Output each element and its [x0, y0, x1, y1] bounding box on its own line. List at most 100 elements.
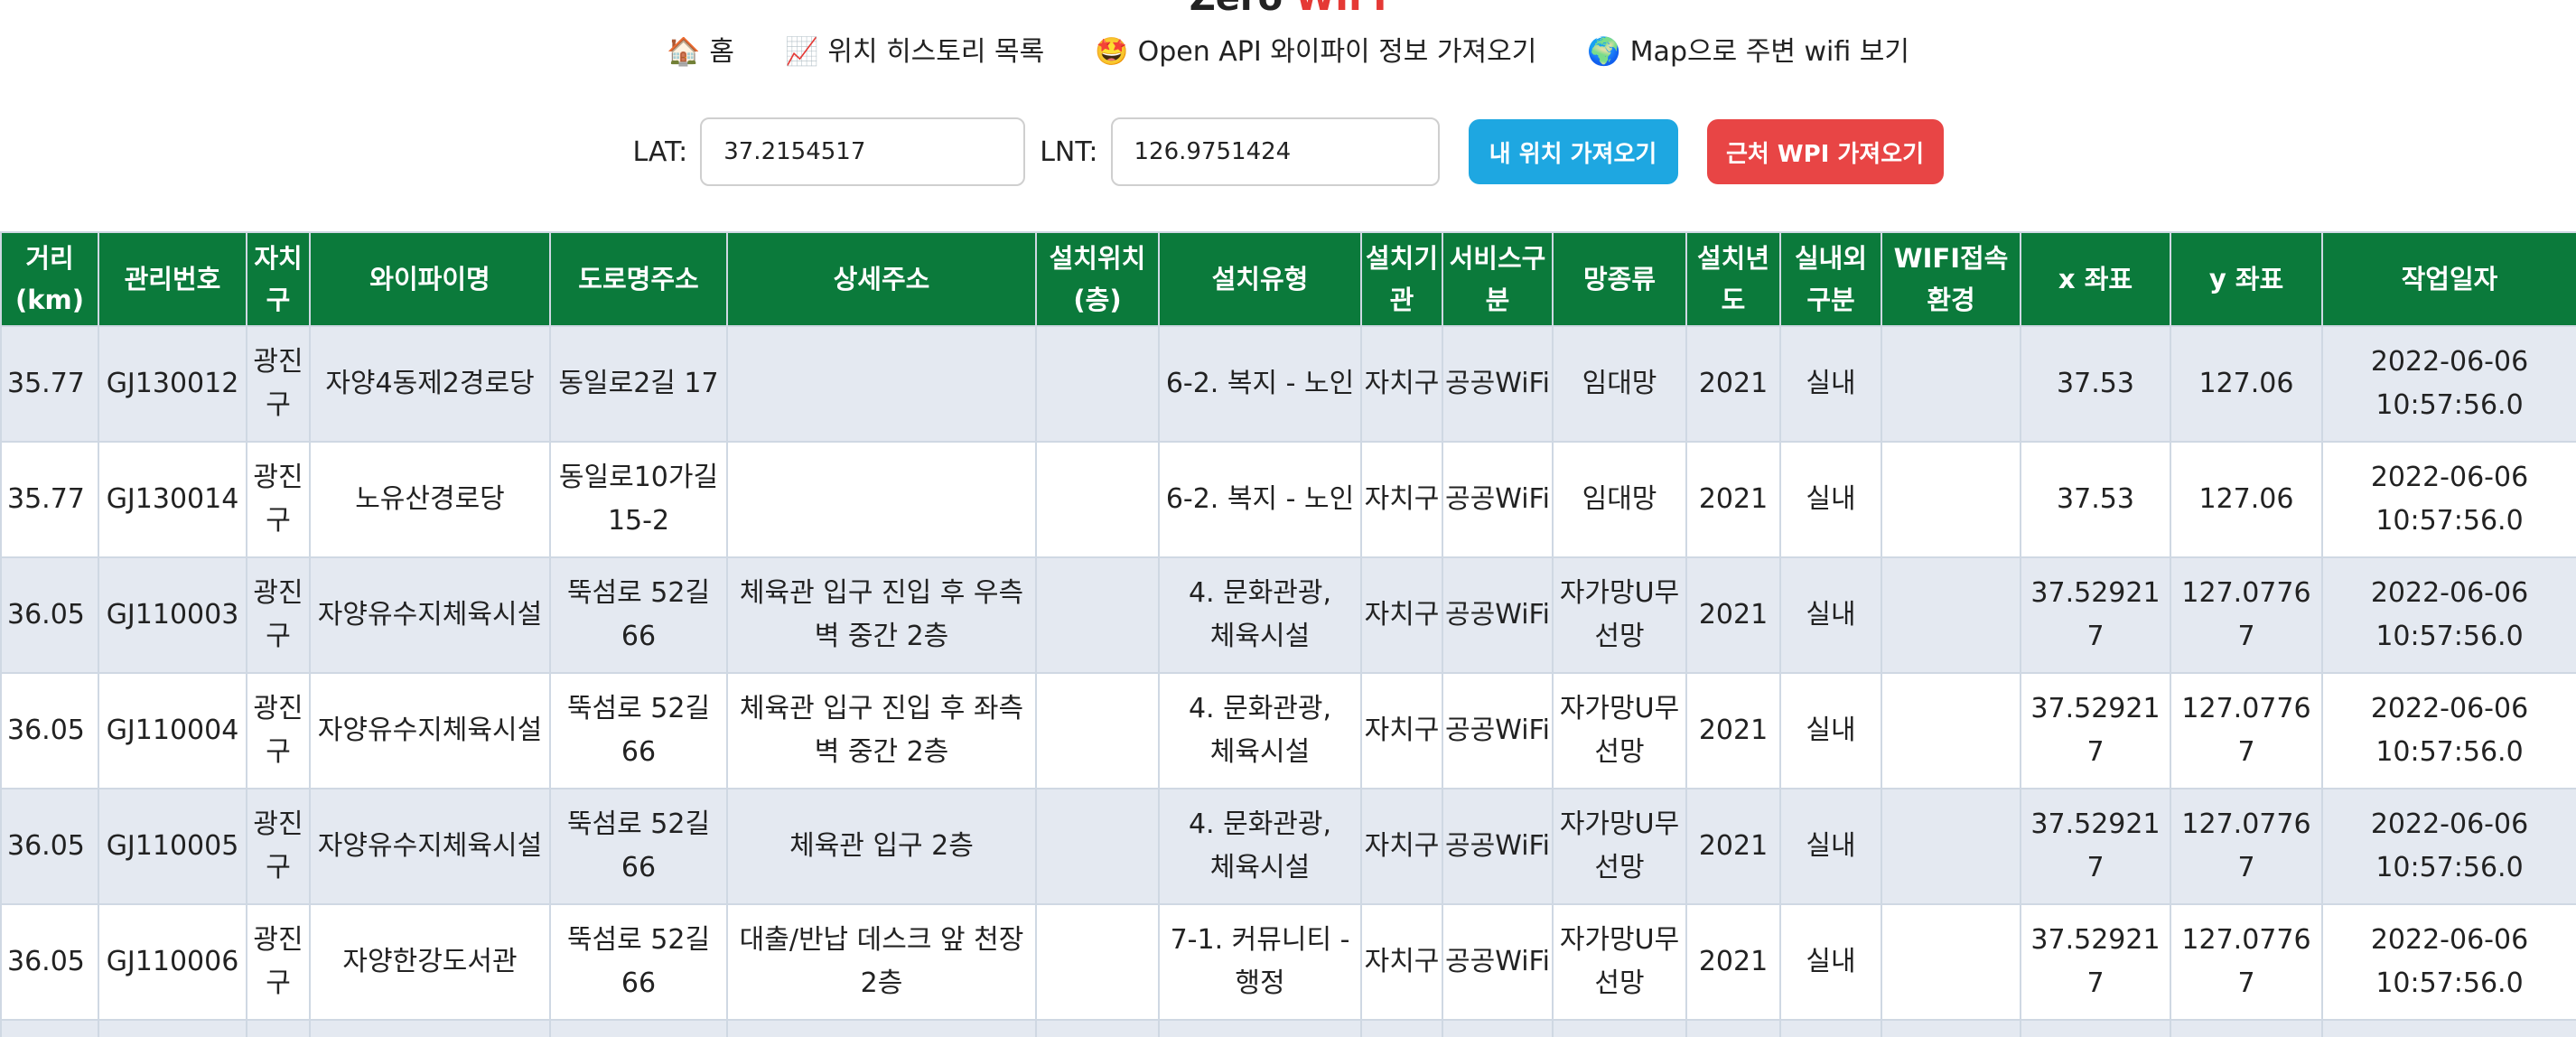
cell-manage-no: GJ110004: [98, 672, 247, 789]
cell-service-type: 공공WiFi: [1442, 441, 1554, 558]
cell-access-env: [1881, 441, 2021, 558]
cell-indoor-outdoor: 실내: [1779, 556, 1882, 674]
nav-map-link[interactable]: 🌍 Map으로 주변 wifi 보기: [1587, 33, 1909, 72]
col-install-type[interactable]: 설치유형: [1158, 231, 1362, 327]
cell-install-agency: 자치구: [1360, 672, 1443, 789]
cell-install-agency: 자치구: [1360, 788, 1443, 905]
cell-y-coord: 127.07767: [2170, 903, 2323, 1021]
col-install-floor[interactable]: 설치위치(층): [1035, 231, 1160, 327]
col-network-type[interactable]: 망종류: [1552, 231, 1687, 327]
cell-service-type: 공공WiFi: [1442, 556, 1554, 674]
cell-district: 광진구: [246, 903, 311, 1021]
col-detail-address[interactable]: 상세주소: [726, 231, 1037, 327]
cell-install-year: 2021: [1685, 325, 1781, 443]
cell-network-type: 임대망: [1552, 441, 1687, 558]
cell-indoor-outdoor: 실내: [1779, 325, 1882, 443]
cell-y-coord: 127.07767: [2170, 672, 2323, 789]
cell-x-coord: 37.53: [2020, 441, 2171, 558]
col-wifi-name[interactable]: 와이파이명: [309, 231, 551, 327]
cell-network-type: 임대망: [1552, 325, 1687, 443]
nav-open-api-link[interactable]: 🤩 Open API 와이파이 정보 가져오기: [1095, 33, 1536, 72]
cell-road-address: 뚝섬로 52길 66: [549, 788, 728, 905]
cell-install-year: 2021: [1685, 672, 1781, 789]
cell-wifi-name: 자양4동제2경로당: [309, 325, 551, 443]
get-my-location-button[interactable]: 내 위치 가져오기: [1468, 119, 1678, 184]
nav-home-link[interactable]: 🏠 홈: [667, 33, 734, 72]
cell-work-date: 2022-06-06 10:57:56.0: [2321, 672, 2576, 789]
col-install-agency[interactable]: 설치기관: [1360, 231, 1443, 327]
nav-history-link[interactable]: 📈 위치 히스토리 목록: [785, 33, 1044, 72]
col-y-coord[interactable]: y 좌표: [2170, 231, 2323, 327]
cell-work-date: 2022-06-06 10:57:56.0: [2321, 788, 2576, 905]
get-nearby-wifi-button[interactable]: 근처 WPI 가져오기: [1706, 119, 1944, 184]
cell-install-year: 2021: [1685, 556, 1781, 674]
cell-access-env: [1881, 325, 2021, 443]
nav-home-label: 홈: [709, 36, 734, 68]
table-row[interactable]: 36.05 GJ110003 광진구 자양유수지체육시설 뚝섬로 52길 66 …: [0, 556, 2576, 674]
table-row[interactable]: 35.77 GJ130014 광진구 노유산경로당 동일로10가길 15-2 6…: [0, 441, 2576, 558]
cell-wifi-name: 자양한강도서관: [309, 903, 551, 1021]
cell-detail-address: 체육관 입구 진입 후 좌측 벽 중간 2층: [726, 672, 1037, 789]
cell-access-env: [1881, 903, 2021, 1021]
cell-detail-address: [726, 325, 1037, 443]
home-icon: 🏠: [667, 36, 701, 68]
col-distance[interactable]: 거리(km): [0, 231, 99, 327]
cell-install-floor: [1035, 788, 1160, 905]
cell-detail-address: 체육관 입구 진입 후 우측 벽 중간 2층: [726, 556, 1037, 674]
lnt-label: LNT:: [1040, 135, 1098, 168]
cell-distance: 35.77: [0, 441, 99, 558]
cell-road-address: 동일로2길 17: [549, 325, 728, 443]
cell-access-env: [1881, 788, 2021, 905]
col-service-type[interactable]: 서비스구분: [1442, 231, 1554, 327]
cell-work-date: 2022-06-06 10:57:56.0: [2321, 556, 2576, 674]
cell-detail-address: 대출/반납 데스크 앞 천장 2층: [726, 903, 1037, 1021]
cell-y-coord: 127.07767: [2170, 788, 2323, 905]
table-row[interactable]: 36.05 GJ110005 광진구 자양유수지체육시설 뚝섬로 52길 66 …: [0, 788, 2576, 905]
title-accent: WIFI: [1295, 0, 1386, 19]
cell-service-type: 공공WiFi: [1442, 903, 1554, 1021]
globe-icon: 🌍: [1587, 36, 1621, 68]
table-row[interactable]: 36.05 GJ110006 광진구 자양한강도서관 뚝섬로 52길 66 대출…: [0, 903, 2576, 1021]
cell-indoor-outdoor: 실내: [1779, 903, 1882, 1021]
cell-install-agency: 자치구: [1360, 903, 1443, 1021]
cell-install-type: 4. 문화관광,체육시설: [1158, 556, 1362, 674]
cell-wifi-name: 노유산경로당: [309, 441, 551, 558]
lnt-input[interactable]: [1110, 117, 1440, 186]
cell-detail-address: 체육관 입구 2층: [726, 788, 1037, 905]
cell-indoor-outdoor: 실내: [1779, 672, 1882, 789]
cell-install-type: 4. 문화관광,체육시설: [1158, 672, 1362, 789]
cell-manage-no: GJ110003: [98, 556, 247, 674]
cell-install-year: 2021: [1685, 903, 1781, 1021]
cell-install-year: 2021: [1685, 788, 1781, 905]
col-manage-no[interactable]: 관리번호: [98, 231, 247, 327]
cell-install-floor: [1035, 556, 1160, 674]
wifi-table: 거리(km) 관리번호 자치구 와이파이명 도로명주소 상세주소 설치위치(층)…: [0, 231, 2576, 1037]
col-road-address[interactable]: 도로명주소: [549, 231, 728, 327]
cell-distance: 36.05: [0, 556, 99, 674]
col-x-coord[interactable]: x 좌표: [2020, 231, 2171, 327]
lat-label: LAT:: [632, 135, 688, 168]
cell-district: 광진구: [246, 788, 311, 905]
cell-manage-no: GJ130014: [98, 441, 247, 558]
col-work-date[interactable]: 작업일자: [2321, 231, 2576, 327]
top-nav: 🏠 홈 📈 위치 히스토리 목록 🤩 Open API 와이파이 정보 가져오기 🌍 M…: [0, 33, 2576, 72]
cell-x-coord: 37.529217: [2020, 788, 2171, 905]
cell-wifi-name: 자양유수지체육시설: [309, 788, 551, 905]
col-district[interactable]: 자치구: [246, 231, 311, 327]
cell-distance: 36.05: [0, 903, 99, 1021]
cell-install-type: 4. 문화관광,체육시설: [1158, 788, 1362, 905]
location-controls: LAT: LNT: 내 위치 가져오기 근처 WPI 가져오기: [0, 117, 2576, 186]
col-access-env[interactable]: WIFI접속환경: [1881, 231, 2021, 327]
cell-install-floor: [1035, 441, 1160, 558]
cell-install-year: 2021: [1685, 441, 1781, 558]
cell-district: 광진구: [246, 556, 311, 674]
table-row[interactable]: 35.77 GJ130012 광진구 자양4동제2경로당 동일로2길 17 6-…: [0, 325, 2576, 443]
lat-input[interactable]: [700, 117, 1026, 186]
cell-service-type: 공공WiFi: [1442, 788, 1554, 905]
table-row[interactable]: 36.05 GJ110004 광진구 자양유수지체육시설 뚝섬로 52길 66 …: [0, 672, 2576, 789]
cell-service-type: 공공WiFi: [1442, 672, 1554, 789]
col-indoor-outdoor[interactable]: 실내외구분: [1779, 231, 1882, 327]
cell-district: 광진구: [246, 325, 311, 443]
cell-district: 광진구: [246, 441, 311, 558]
col-install-year[interactable]: 설치년도: [1685, 231, 1781, 327]
